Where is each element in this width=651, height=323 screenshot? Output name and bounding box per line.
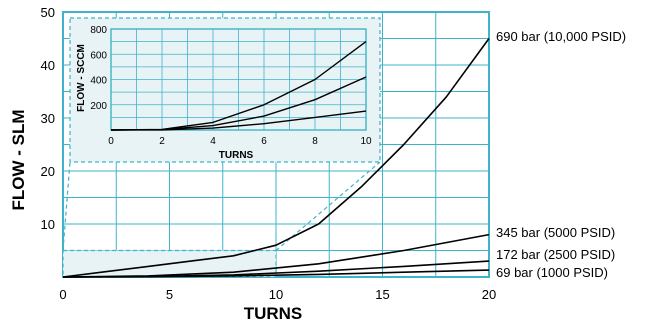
y-tick-label: 40	[41, 58, 55, 73]
inset-x-tick-label: 10	[360, 136, 372, 147]
inset-y-tick-label: 200	[90, 101, 107, 112]
main-x-axis-label: TURNS	[244, 304, 303, 323]
inset-grid	[69, 17, 381, 163]
series-label: 69 bar (1000 PSID)	[496, 265, 608, 280]
y-tick-label: 30	[41, 111, 55, 126]
y-tick-label: 10	[41, 217, 55, 232]
inset-y-tick-label: 600	[90, 50, 107, 61]
series-labels: 690 bar (10,000 PSID) 345 bar (5000 PSID)…	[496, 29, 626, 280]
inset-x-tick-label: 0	[108, 136, 114, 147]
series-line	[62, 269, 490, 278]
inset-y-axis-label: FLOW - SCCM	[76, 44, 87, 112]
series-label: 172 bar (2500 PSID)	[496, 247, 615, 262]
inset-x-tick-label: 8	[312, 136, 318, 147]
x-tick-label: 20	[482, 287, 496, 302]
series-label: 345 bar (5000 PSID)	[496, 225, 615, 240]
x-tick-label: 15	[375, 287, 389, 302]
main-series-lines	[62, 38, 490, 278]
y-tick-label: 20	[41, 164, 55, 179]
main-y-axis-label: FLOW - SLM	[9, 109, 28, 210]
series-label: 690 bar (10,000 PSID)	[496, 29, 626, 44]
zoom-callout-line	[62, 161, 71, 251]
y-tick-label: 50	[41, 5, 55, 20]
x-tick-label: 0	[59, 287, 66, 302]
inset-x-tick-label: 2	[159, 136, 165, 147]
inset-x-tick-label: 4	[210, 136, 216, 147]
inset-tick-labels: 0 2 4 6 8 10 200 400 600 800	[90, 25, 372, 147]
inset-y-tick-label: 800	[90, 25, 107, 36]
inset-series-lines	[110, 41, 367, 131]
x-tick-label: 5	[166, 287, 173, 302]
inset-chart: 0 2 4 6 8 10 200 400 600 800 FLOW - SCCM TURNS	[69, 17, 381, 163]
inset-series-line	[110, 110, 367, 131]
series-line	[62, 38, 490, 278]
inset-y-tick-label: 400	[90, 76, 107, 87]
x-tick-label: 10	[269, 287, 283, 302]
inset-x-tick-label: 6	[261, 136, 267, 147]
inset-x-axis-label: TURNS	[219, 150, 254, 161]
